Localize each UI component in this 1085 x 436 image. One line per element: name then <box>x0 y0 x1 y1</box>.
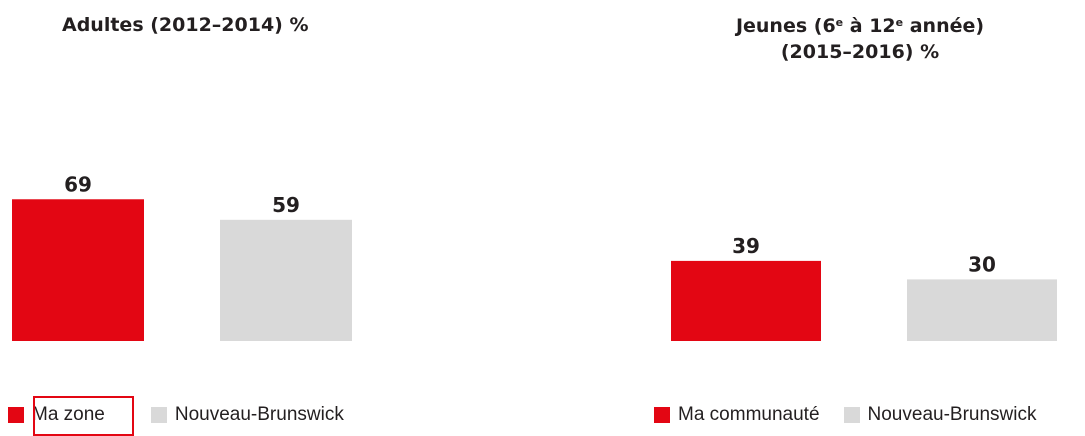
legend-label-ma-zone: Ma zone <box>32 404 105 425</box>
bar-nouveau-brunswick-youth-value-label: 30 <box>968 252 996 276</box>
chart-title-youth: Jeunes (6e à 12e année) (2015–2016) % <box>700 13 1020 65</box>
title-youth-sup2: e <box>895 16 904 29</box>
legend-label-nb-left: Nouveau-Brunswick <box>174 404 344 425</box>
legend-swatch-red-right <box>654 407 670 423</box>
bar-nouveau-brunswick-adults-value-label: 59 <box>272 193 300 217</box>
legend-highlight-box <box>33 396 134 436</box>
bar-ma-communaute <box>671 260 821 341</box>
legend-youth: Ma communauté Nouveau-Brunswick <box>654 402 1060 428</box>
legend-swatch-grey <box>150 407 167 423</box>
title-youth-part2: à 12 <box>843 15 896 37</box>
legend-item-ma-communaute: Ma communauté <box>654 404 820 426</box>
bar-ma-communaute-value-label: 39 <box>732 234 760 258</box>
title-youth-sup1: e <box>835 16 844 29</box>
bar-nouveau-brunswick-youth <box>907 279 1057 341</box>
title-youth-part1: Jeunes (6 <box>735 15 836 37</box>
bar-ma-zone <box>12 199 144 341</box>
legend-label-ma-communaute: Ma communauté <box>678 404 820 425</box>
legend-label-nb-right: Nouveau-Brunswick <box>867 404 1037 425</box>
title-youth-line2: (2015–2016) % <box>780 41 940 63</box>
legend-adults: Ma zone Nouveau-Brunswick <box>8 402 368 428</box>
bar-nouveau-brunswick-adults <box>220 219 352 341</box>
chart-title-adults: Adultes (2012–2014) % <box>62 14 309 36</box>
legend-item-ma-zone: Ma zone <box>8 404 105 426</box>
legend-swatch-grey-right <box>843 407 860 423</box>
legend-swatch-red <box>8 407 24 423</box>
legend-item-nb-left: Nouveau-Brunswick <box>150 404 344 426</box>
title-youth-part3: année) <box>903 15 985 37</box>
legend-item-nb-right: Nouveau-Brunswick <box>843 404 1037 426</box>
bar-ma-zone-value-label: 69 <box>64 172 92 196</box>
